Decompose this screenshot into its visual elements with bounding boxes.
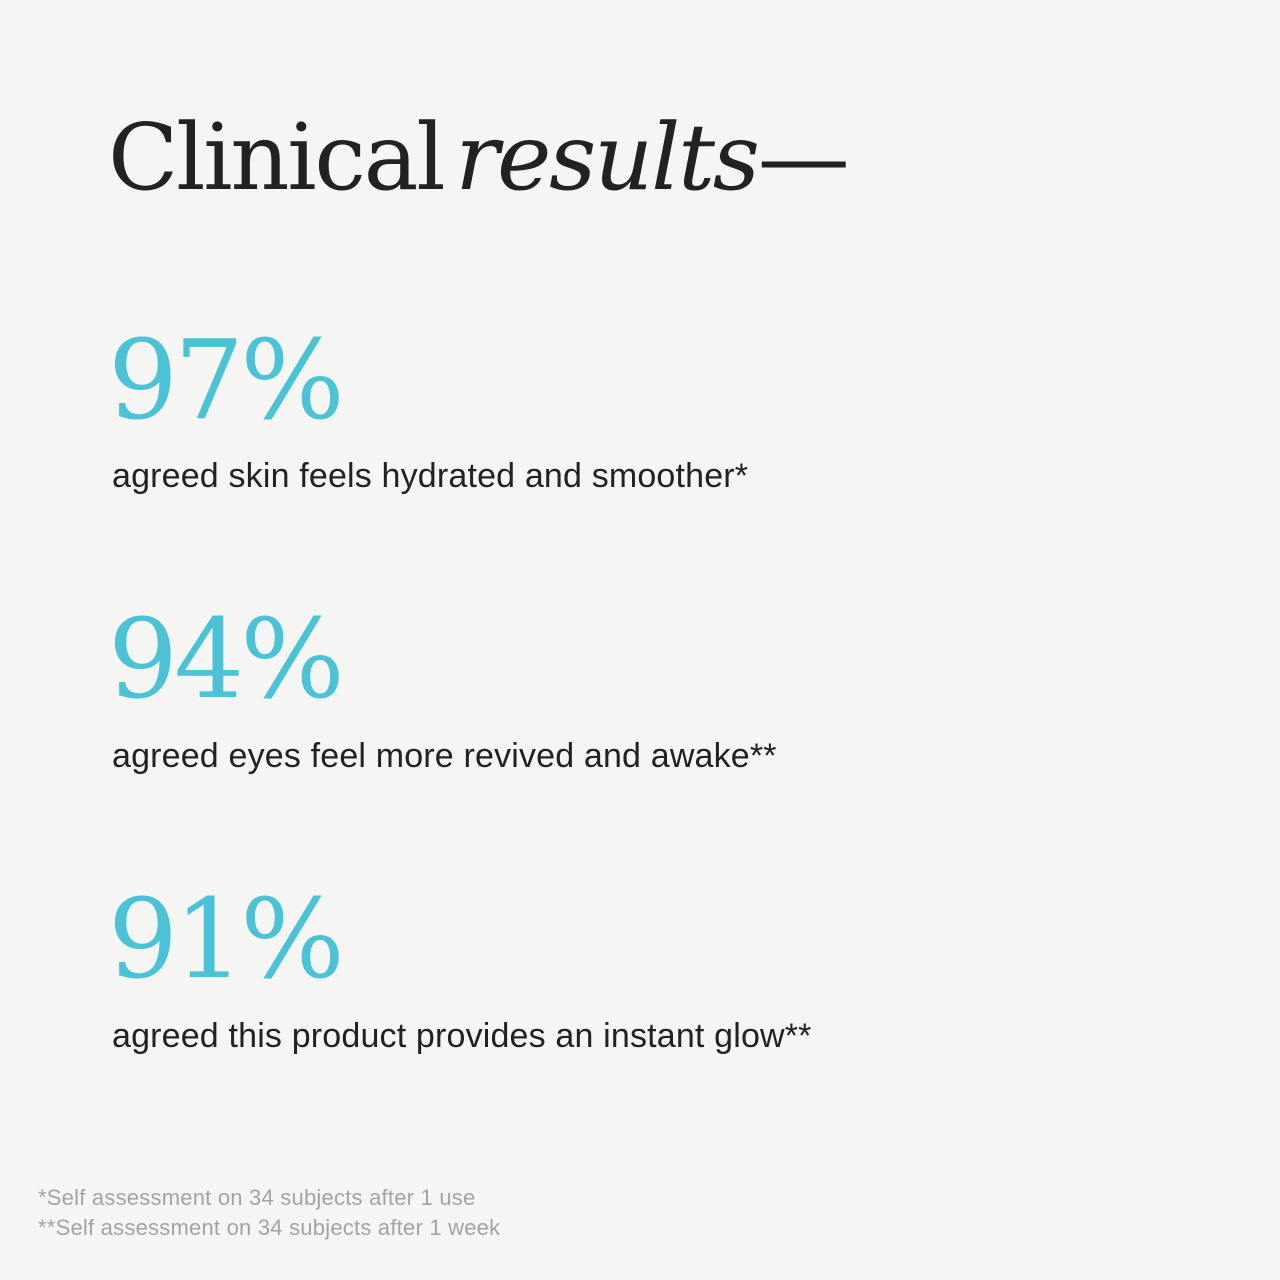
stat-description-glow: agreed this product provides an instant … bbox=[112, 1017, 812, 1055]
page-title-regular: Clinical bbox=[108, 104, 446, 211]
footnotes: *Self assessment on 34 subjects after 1 … bbox=[38, 1183, 500, 1243]
footnote-double-asterisk: **Self assessment on 34 subjects after 1… bbox=[38, 1215, 501, 1240]
stat-value-glow: 91% bbox=[108, 875, 345, 1003]
page-title-italic: results bbox=[455, 104, 760, 211]
page-title-dash: — bbox=[757, 104, 850, 211]
stat-description-eyes: agreed eyes feel more revived and awake*… bbox=[112, 737, 777, 775]
footnote-single-asterisk: *Self assessment on 34 subjects after 1 … bbox=[38, 1185, 476, 1210]
page-title: Clinical results— bbox=[108, 112, 850, 204]
stat-value-hydration: 97% bbox=[108, 316, 345, 444]
stat-value-eyes: 94% bbox=[108, 595, 345, 723]
stat-description-hydration: agreed skin feels hydrated and smoother* bbox=[112, 457, 749, 495]
